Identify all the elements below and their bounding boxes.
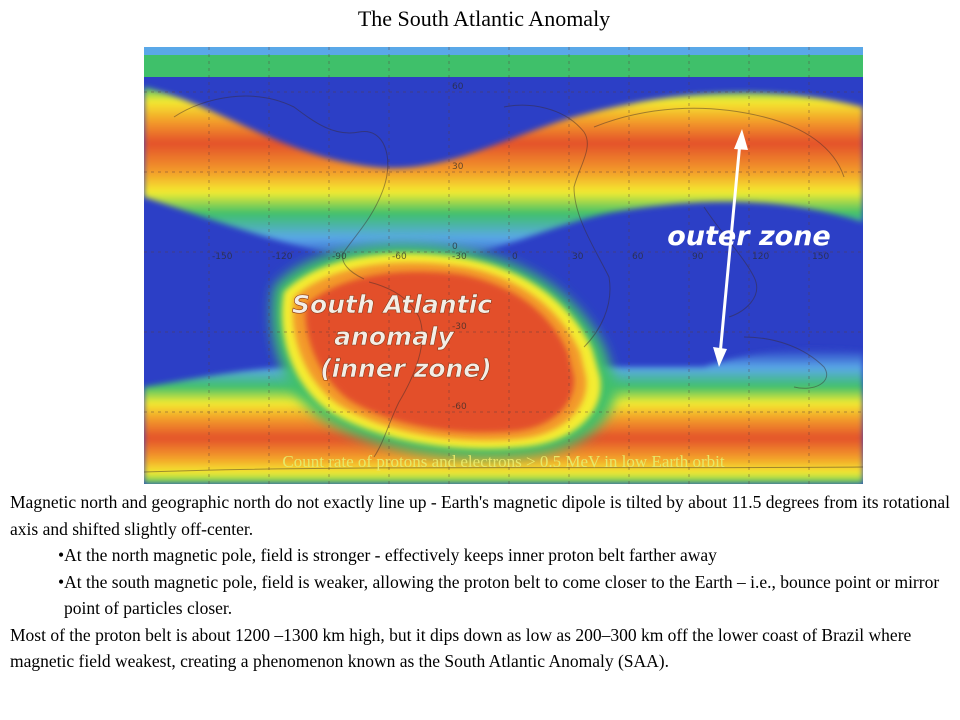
longitude-label: 90 <box>692 252 704 262</box>
longitude-label: 150 <box>812 252 829 262</box>
saa-label-line-3: (inner zone) <box>320 354 491 383</box>
bullet-south-pole: •At the south magnetic pole, field is we… <box>58 571 940 619</box>
longitude-label: -60 <box>392 252 407 262</box>
saa-label-line-1: South Atlantic <box>292 290 492 319</box>
longitude-label: 120 <box>752 252 769 262</box>
outer-zone-arrow <box>713 129 748 367</box>
coastlines <box>144 95 863 473</box>
saa-label-line-2: anomaly <box>334 322 455 351</box>
bullet-north-pole: •At the north magnetic pole, field is st… <box>58 545 717 565</box>
longitude-label: -120 <box>272 252 293 262</box>
latitude-label: 0 <box>452 242 458 252</box>
radiation-map: -150 -120 -90 -60 -30 0 30 60 90 120 150 60 30 0 -30-… <box>144 47 863 484</box>
longitude-label: 30 <box>572 252 584 262</box>
paragraph-proton-belt: Most of the proton belt is about 1200 –1… <box>10 624 912 672</box>
latitude-label: 30 <box>452 162 464 172</box>
latitude-label: -30 <box>452 322 467 332</box>
map-caption: Count rate of protons and electrons > 0.… <box>282 452 725 471</box>
slide-title: The South Atlantic Anomaly <box>357 6 611 31</box>
longitude-label: 0 <box>512 252 518 262</box>
radiation-map-graphic: -150 -120 -90 -60 -30 0 30 60 90 120 150 60300-30-… <box>144 47 863 484</box>
bullet-list: •At the north magnetic pole, field is st… <box>10 542 960 622</box>
outer-zone-label: outer zone <box>667 221 831 252</box>
latitude-label: 60 <box>452 82 464 92</box>
paragraph-intro: Magnetic north and geographic north do n… <box>10 492 950 539</box>
longitude-label: -150 <box>212 252 233 262</box>
map-grid <box>144 47 863 484</box>
longitude-labels: -150 -120 -90 -60 -30 0 30 60 90 120 150 <box>212 252 829 262</box>
longitude-label: -90 <box>332 252 347 262</box>
longitude-label: -30 <box>452 252 467 262</box>
body-text: Magnetic north and geographic north do n… <box>10 489 960 675</box>
latitude-label: -60 <box>452 402 467 412</box>
longitude-label: 60 <box>632 252 644 262</box>
